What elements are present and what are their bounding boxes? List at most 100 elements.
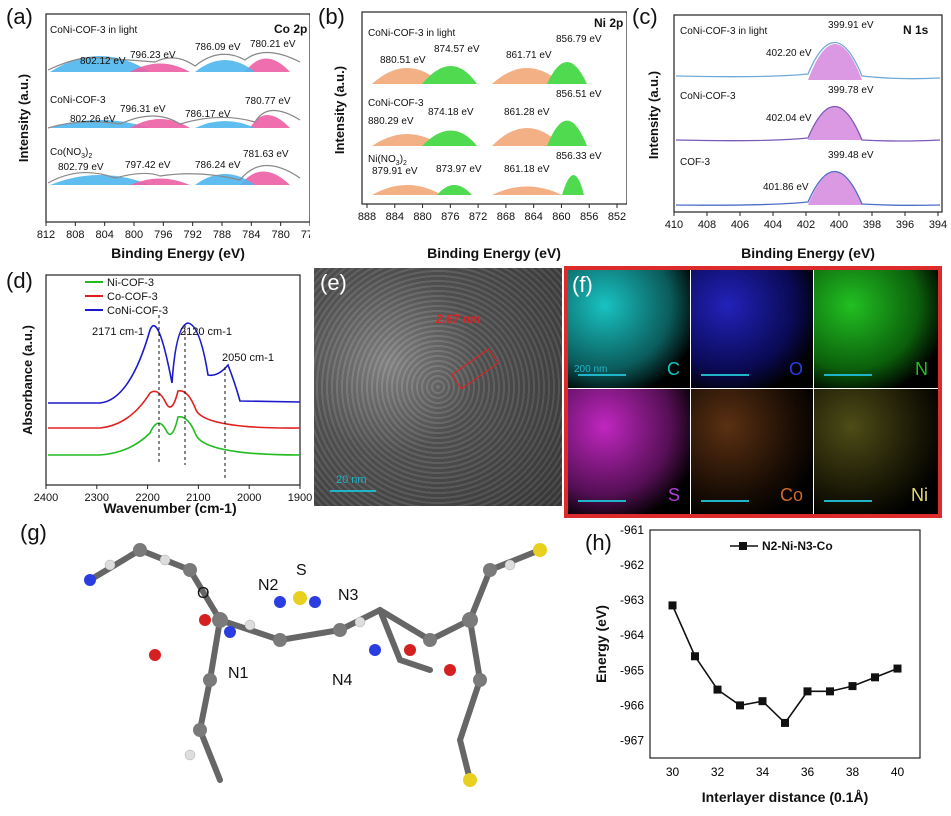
h-legend: N2-Ni-N3-Co (762, 539, 833, 553)
h-data-point (893, 664, 902, 673)
x-tick-label: 864 (524, 211, 542, 223)
b-peak: 873.97 eV (436, 164, 482, 175)
x-tick-label: 852 (608, 211, 626, 223)
d-anno-0: 2171 cm-1 (92, 326, 144, 338)
b-xlabel: Binding Energy (eV) (427, 245, 561, 261)
map-O: O (691, 270, 814, 389)
xps-ni2p-chart: Ni 2p CoNi-COF-3 in light CoNi-COF-3 Ni(… (332, 11, 627, 261)
tem-image: (e) 2.67 nm 20 nm (314, 268, 562, 506)
map-scale-bar (824, 500, 872, 502)
x-tick-label: 868 (497, 211, 515, 223)
h-data-point (691, 652, 699, 661)
x-tick-label: 408 (698, 219, 716, 231)
c-trace-1-name: CoNi-COF-3 (680, 91, 736, 102)
h-series-line (671, 605, 898, 725)
atom-label-N1: N1 (228, 665, 249, 682)
h-x-tick-label: 36 (801, 765, 815, 779)
panel-label-e: (e) (320, 270, 347, 295)
x-tick-label: 404 (764, 219, 782, 231)
x-tick-label: 394 (929, 219, 947, 231)
c-trace-2-name: COF-3 (680, 157, 710, 168)
a-peak: 796.23 eV (130, 50, 176, 61)
atom-label-O: O (197, 585, 209, 602)
c-peak: 399.91 eV (828, 20, 874, 31)
x-tick-label: 796 (154, 229, 172, 241)
atom-label-N2: N2 (258, 577, 279, 594)
a-trace-2-name: Co(NO3)2 (50, 147, 92, 160)
h-y-tick-label: -962 (620, 558, 644, 572)
a-peak: 802.26 eV (70, 114, 116, 125)
x-tick-label: 410 (665, 219, 683, 231)
atom-label-S: S (296, 562, 307, 579)
map-scale-label: 200 nm (574, 364, 608, 375)
x-tick-label: 2100 (186, 492, 210, 504)
map-scale-bar (701, 500, 749, 502)
map-label-Co: Co (779, 485, 803, 505)
x-tick-label: 2300 (85, 492, 109, 504)
b-peak: 880.51 eV (380, 55, 426, 66)
c-peak: 402.20 eV (766, 48, 812, 59)
a-peak: 802.12 eV (80, 56, 126, 67)
b-peak: 874.18 eV (428, 107, 474, 118)
x-tick-label: 884 (386, 211, 404, 223)
panel-label-g: (g) (20, 520, 47, 545)
h-y-tick-label: -963 (620, 593, 644, 607)
x-tick-label: 406 (731, 219, 749, 231)
panel-label-f: (f) (572, 272, 593, 297)
map-scale-bar (824, 374, 872, 376)
tem-scale-bar (330, 490, 376, 492)
h-data-point (781, 718, 789, 727)
b-peak: 861.18 eV (504, 164, 550, 175)
x-tick-label: 880 (413, 211, 431, 223)
h-data-point (803, 687, 812, 696)
x-tick-label: 402 (797, 219, 815, 231)
a-peak: 780.21 eV (250, 39, 296, 50)
c-peak: 402.04 eV (766, 113, 812, 124)
h-data-point (826, 687, 834, 696)
map-label-Ni: Ni (911, 485, 928, 505)
energy-vs-distance-chart: 30 32 34 36 38 40 -961 -962 -963 -964 -965 -966 -967… (593, 523, 921, 805)
x-tick-label: 792 (183, 229, 201, 241)
tem-scale-label: 20 nm (336, 474, 367, 486)
d-anno-1: 2120 cm-1 (180, 326, 232, 338)
x-tick-label: 860 (552, 211, 570, 223)
x-tick-label: 776 (301, 229, 310, 241)
x-tick-label: 788 (213, 229, 231, 241)
a-peak: 781.63 eV (243, 149, 289, 160)
panel-label-h: (h) (585, 530, 612, 555)
h-data-point (871, 673, 879, 682)
a-peak: 786.09 eV (195, 42, 241, 53)
b-tag: Ni 2p (594, 16, 623, 30)
c-xlabel: Binding Energy (eV) (741, 245, 875, 261)
b-peak: 856.79 eV (556, 34, 602, 45)
x-tick-label: 784 (242, 229, 260, 241)
x-tick-label: 2000 (237, 492, 261, 504)
map-scale-bar (578, 374, 626, 376)
h-x-tick-label: 30 (666, 765, 680, 779)
c-peak: 399.78 eV (828, 85, 874, 96)
d-xlabel: Wavenumber (cm-1) (103, 500, 236, 516)
map-S: S (568, 389, 691, 514)
panel-label-a: (a) (6, 4, 33, 29)
a-tag: Co 2p (274, 22, 307, 36)
h-data-point (758, 697, 767, 706)
b-peak: 856.33 eV (556, 151, 602, 162)
x-tick-label: 804 (95, 229, 113, 241)
panel-label-c: (c) (632, 4, 658, 29)
d-legend-2: CoNi-COF-3 (107, 305, 168, 317)
d-anno-2: 2050 cm-1 (222, 352, 274, 364)
x-tick-label: 888 (358, 211, 376, 223)
h-ylabel: Energy (eV) (593, 605, 609, 683)
map-label-N: N (915, 359, 928, 379)
b-peak: 861.71 eV (506, 50, 552, 61)
a-peak: 802.79 eV (58, 162, 104, 173)
b-peak: 880.29 eV (368, 116, 414, 127)
ftir-chart: Ni-COF-3 Co-COF-3 CoNi-COF-3 2171 cm-1 2… (20, 274, 312, 516)
a-xlabel: Binding Energy (eV) (111, 245, 245, 261)
b-peak: 879.91 eV (372, 166, 418, 177)
map-N: N (814, 270, 938, 389)
b-trace-0-name: CoNi-COF-3 in light (368, 28, 455, 39)
h-x-tick-label: 32 (711, 765, 725, 779)
lattice-annotation: 2.67 nm (436, 312, 481, 326)
atom-label-N4: N4 (332, 672, 353, 689)
